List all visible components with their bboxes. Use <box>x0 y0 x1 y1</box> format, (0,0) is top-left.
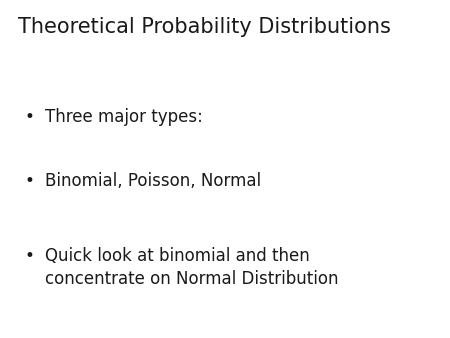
Text: Quick look at binomial and then
concentrate on Normal Distribution: Quick look at binomial and then concentr… <box>45 247 338 288</box>
Text: •: • <box>25 247 35 265</box>
Text: •: • <box>25 172 35 190</box>
Text: •: • <box>25 108 35 126</box>
Text: Three major types:: Three major types: <box>45 108 203 126</box>
Text: Theoretical Probability Distributions: Theoretical Probability Distributions <box>18 17 391 37</box>
Text: Binomial, Poisson, Normal: Binomial, Poisson, Normal <box>45 172 261 190</box>
